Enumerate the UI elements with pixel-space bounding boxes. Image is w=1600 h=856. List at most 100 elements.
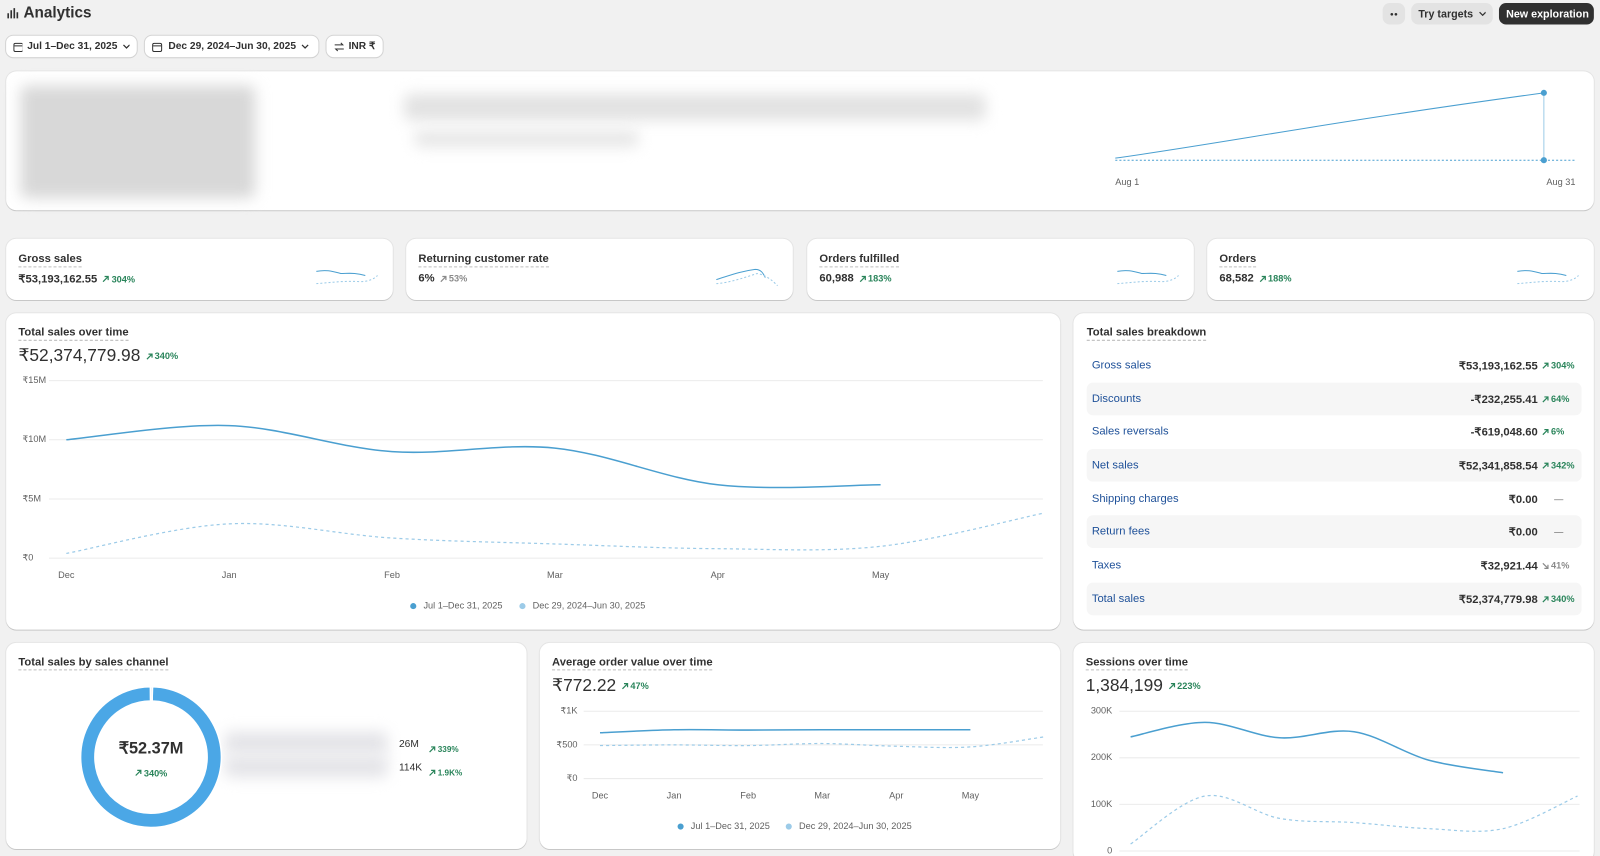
- change-label: 188%: [1268, 273, 1292, 284]
- change-indicator: 64%: [1542, 393, 1570, 405]
- change-indicator: 6%: [1542, 427, 1564, 437]
- change-indicator: 47%: [621, 681, 649, 691]
- chart-value: ₹772.22: [552, 675, 617, 695]
- arrow-path: [1542, 362, 1549, 369]
- blurred-content: [20, 85, 256, 198]
- row-value: -₹619,048.60: [1470, 426, 1538, 439]
- blurred-legend: [224, 755, 388, 778]
- breakdown-row: Taxes ₹32,921.44 41%: [1087, 549, 1582, 582]
- arrow-path: [1542, 428, 1549, 435]
- kpi-value: ₹53,193,162.55: [18, 273, 98, 286]
- breakdown-title: Total sales breakdown: [1086, 327, 1207, 341]
- change-indicator: 1.9K%: [429, 768, 463, 778]
- change-indicator: 41%: [1542, 560, 1569, 570]
- change-label: 183%: [868, 273, 892, 284]
- change-label: 47%: [630, 680, 649, 691]
- kpi-title: Orders: [1219, 253, 1257, 268]
- button-label: Try targets: [1418, 7, 1474, 20]
- change-indicator: —: [1554, 494, 1563, 504]
- sparkline-previous: [316, 275, 378, 285]
- row-name: Discounts: [1091, 392, 1142, 406]
- chart-title: Average order value over time: [552, 656, 713, 671]
- trend-arrow: [429, 746, 436, 753]
- sparkline: [1117, 270, 1179, 285]
- sparkline: [716, 268, 778, 287]
- channel-change-wrap: 1.9K%: [429, 763, 463, 781]
- kpi-value-row: 6% 53%: [418, 272, 467, 284]
- banner-card: [6, 71, 1594, 211]
- kpi-title: Gross sales: [18, 253, 83, 268]
- sparkline-previous: [1117, 275, 1179, 285]
- kpi-title: Orders fulfilled: [819, 253, 900, 268]
- change-indicator: 342%: [1542, 460, 1575, 470]
- blurred-content: [404, 93, 986, 121]
- donut-center-change: 340%: [100, 763, 202, 781]
- trend-arrow: [1542, 395, 1549, 402]
- chart-title: Sessions over time: [1085, 656, 1189, 671]
- kpi-card[interactable]: Orders 68,582 188%: [1207, 238, 1594, 300]
- sparkline-current: [716, 268, 766, 281]
- try-targets-button[interactable]: Try targets: [1411, 3, 1493, 25]
- trend-arrow: [859, 275, 866, 282]
- change-indicator: 304%: [102, 274, 135, 284]
- change-indicator: 340%: [145, 351, 178, 361]
- arrow-path: [102, 275, 110, 283]
- sparkline: [316, 270, 378, 285]
- arrow-path: [1542, 395, 1549, 402]
- breakdown-row: Gross sales ₹53,193,162.55 304%: [1087, 349, 1582, 382]
- row-name: Taxes: [1091, 559, 1122, 572]
- kpi-card[interactable]: Gross sales ₹53,193,162.55 304%: [6, 238, 393, 300]
- change-label: 6%: [1551, 426, 1565, 437]
- compare-filter[interactable]: Dec 29, 2024–Jun 30, 2025: [144, 35, 319, 58]
- change-indicator: 223%: [1168, 681, 1201, 691]
- chart-title: Total sales by sales channel: [18, 656, 169, 671]
- trend-arrow: [1542, 562, 1549, 569]
- arrow-path: [440, 275, 447, 282]
- change-indicator: 304%: [1542, 360, 1575, 370]
- row-value: ₹32,921.44: [1480, 560, 1538, 573]
- row-name: Net sales: [1091, 459, 1139, 472]
- change-label: 1.9K%: [437, 768, 463, 778]
- arrow-path: [429, 769, 436, 776]
- kpi-card[interactable]: Orders fulfilled 60,988 183%: [807, 238, 1194, 300]
- arrow-path: [429, 746, 436, 753]
- arrow-path: [621, 682, 628, 689]
- chart-card: Average order value over time ₹772.22 47%: [539, 642, 1061, 849]
- sparkline-current: [1117, 270, 1167, 276]
- row-name: Sales reversals: [1091, 425, 1169, 438]
- change-indicator: 340%: [1542, 594, 1575, 604]
- currency-filter[interactable]: INR ₹: [326, 35, 383, 58]
- arrow-path: [1259, 275, 1266, 282]
- blurred-content: [414, 130, 639, 147]
- change-label: 64%: [1551, 393, 1570, 405]
- trend-arrow: [135, 769, 142, 776]
- breakdown-row: Net sales ₹52,341,858.54 342%: [1086, 448, 1582, 482]
- arrow-path: [1542, 595, 1549, 602]
- row-value: ₹0.00: [1508, 526, 1538, 539]
- breakdown-row: Return fees ₹0.00 —: [1086, 515, 1582, 548]
- row-value: ₹0.00: [1508, 493, 1538, 507]
- filter-label: INR ₹: [348, 40, 376, 53]
- button-label: New exploration: [1506, 7, 1589, 20]
- row-value: -₹232,255.41: [1470, 393, 1538, 407]
- chart-card: Sessions over time 1,384,199 223%: [1073, 642, 1594, 856]
- row-value: ₹53,193,162.55: [1458, 360, 1538, 373]
- trend-arrow: [146, 352, 153, 360]
- kpi-value: 60,988: [819, 272, 854, 285]
- sparkline-current: [316, 270, 366, 276]
- chart-value-row: 1,384,199 223%: [1086, 676, 1201, 696]
- row-value: ₹52,374,779.98: [1458, 593, 1538, 607]
- change-label: 340%: [143, 767, 168, 779]
- filter-label: Dec 29, 2024–Jun 30, 2025: [168, 40, 297, 53]
- more-button[interactable]: [1382, 3, 1406, 25]
- trend-arrow: [440, 275, 447, 282]
- arrow-path: [1542, 562, 1549, 569]
- change-label: 304%: [1551, 360, 1575, 371]
- new-exploration-button[interactable]: New exploration: [1498, 3, 1594, 25]
- trend-arrow: [1259, 275, 1266, 282]
- channel-change-wrap: 339%: [429, 740, 459, 758]
- kpi-card[interactable]: Returning customer rate 6% 53%: [406, 238, 793, 300]
- date-filter[interactable]: Jul 1–Dec 31, 2025: [6, 35, 137, 58]
- trend-arrow: [621, 682, 628, 689]
